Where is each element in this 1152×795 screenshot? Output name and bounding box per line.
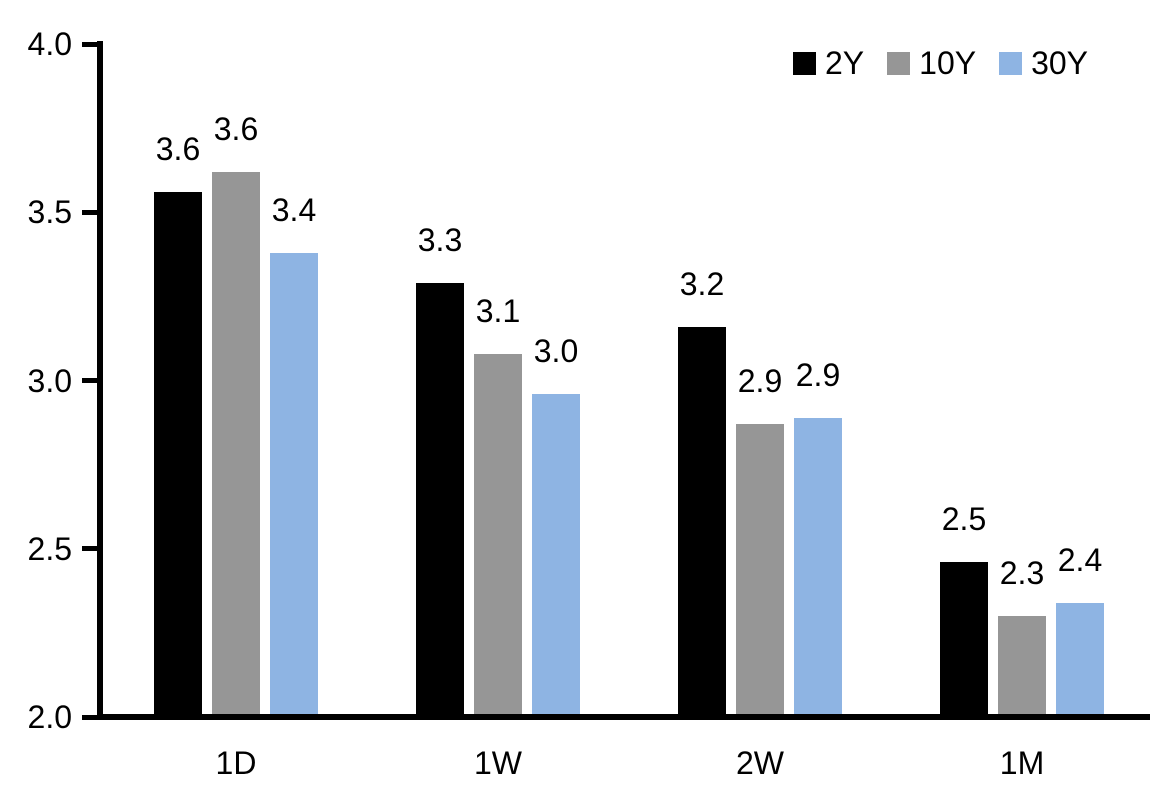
- x-axis-label-1m: 1M: [999, 745, 1045, 781]
- legend-swatch-30y: [999, 51, 1023, 75]
- legend-item-2y: 2Y: [793, 46, 864, 80]
- bar-2w-30y: [794, 418, 842, 716]
- bar-2w-10y: [736, 424, 784, 716]
- bar-1m-2y: [940, 562, 988, 716]
- legend: 2Y 10Y 30Y: [793, 46, 1088, 80]
- y-axis-line: [97, 41, 103, 720]
- x-axis-label-1d: 1D: [215, 745, 257, 781]
- y-tick-label-4-0: 4.0: [27, 26, 72, 62]
- value-label-1d-30y: 3.4: [271, 192, 317, 228]
- y-tick-label-3-5: 3.5: [27, 194, 72, 230]
- value-label-1m-10y: 2.3: [999, 555, 1045, 591]
- bar-2w-2y: [678, 327, 726, 716]
- x-axis-line: [97, 714, 1150, 720]
- value-label-1m-30y: 2.4: [1057, 542, 1103, 578]
- x-axis-label-2w: 2W: [736, 745, 784, 781]
- bar-1w-2y: [416, 283, 464, 716]
- bar-1d-30y: [270, 253, 318, 716]
- value-label-1w-2y: 3.3: [417, 222, 463, 258]
- y-tick-2-5: [82, 546, 97, 551]
- y-tick-label-3-0: 3.0: [27, 363, 72, 399]
- value-label-1d-10y: 3.6: [213, 111, 259, 147]
- legend-item-10y: 10Y: [887, 46, 976, 80]
- y-tick-4-0: [82, 42, 97, 47]
- legend-label-30y: 30Y: [1031, 45, 1089, 81]
- value-label-2w-30y: 2.9: [795, 357, 841, 393]
- bar-1d-2y: [154, 192, 202, 716]
- y-tick-2-0: [82, 715, 97, 720]
- x-axis-label-1w: 1W: [474, 745, 522, 781]
- value-label-2w-10y: 2.9: [737, 363, 783, 399]
- y-tick-label-2-5: 2.5: [27, 531, 72, 567]
- legend-item-30y: 30Y: [999, 46, 1088, 80]
- value-label-1d-2y: 3.6: [155, 131, 201, 167]
- legend-label-2y: 2Y: [825, 45, 865, 81]
- bar-1w-10y: [474, 354, 522, 716]
- bar-1m-30y: [1056, 603, 1104, 716]
- legend-swatch-2y: [793, 51, 816, 75]
- value-label-1w-10y: 3.1: [475, 293, 521, 329]
- bar-1m-10y: [998, 616, 1046, 716]
- value-label-2w-2y: 3.2: [679, 266, 725, 302]
- y-tick-3-0: [82, 378, 97, 383]
- legend-label-10y: 10Y: [919, 45, 977, 81]
- value-label-1w-30y: 3.0: [533, 333, 579, 369]
- legend-swatch-10y: [887, 51, 911, 75]
- y-tick-label-2-0: 2.0: [27, 699, 72, 735]
- y-tick-3-5: [82, 210, 97, 215]
- bar-1w-30y: [532, 394, 580, 716]
- value-label-1m-2y: 2.5: [941, 501, 987, 537]
- bar-1d-10y: [212, 172, 260, 716]
